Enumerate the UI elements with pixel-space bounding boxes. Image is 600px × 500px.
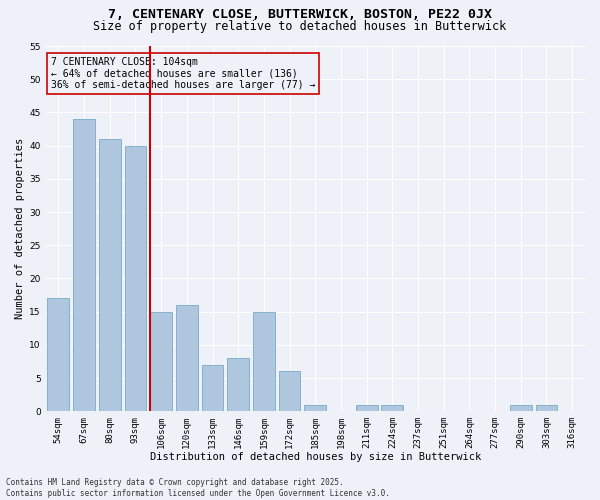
Bar	[150, 312, 172, 411]
Text: Size of property relative to detached houses in Butterwick: Size of property relative to detached ho…	[94, 20, 506, 33]
Bar	[536, 404, 557, 411]
Bar	[304, 404, 326, 411]
Y-axis label: Number of detached properties: Number of detached properties	[15, 138, 25, 319]
Text: 7, CENTENARY CLOSE, BUTTERWICK, BOSTON, PE22 0JX: 7, CENTENARY CLOSE, BUTTERWICK, BOSTON, …	[108, 8, 492, 20]
X-axis label: Distribution of detached houses by size in Butterwick: Distribution of detached houses by size …	[149, 452, 481, 462]
Bar	[99, 139, 121, 411]
Bar	[278, 372, 301, 411]
Bar	[510, 404, 532, 411]
Bar	[47, 298, 69, 411]
Text: Contains HM Land Registry data © Crown copyright and database right 2025.
Contai: Contains HM Land Registry data © Crown c…	[6, 478, 390, 498]
Text: 7 CENTENARY CLOSE: 104sqm
← 64% of detached houses are smaller (136)
36% of semi: 7 CENTENARY CLOSE: 104sqm ← 64% of detac…	[51, 57, 315, 90]
Bar	[382, 404, 403, 411]
Bar	[73, 119, 95, 411]
Bar	[356, 404, 377, 411]
Bar	[253, 312, 275, 411]
Bar	[176, 305, 198, 411]
Bar	[202, 364, 223, 411]
Bar	[227, 358, 249, 411]
Bar	[125, 146, 146, 411]
